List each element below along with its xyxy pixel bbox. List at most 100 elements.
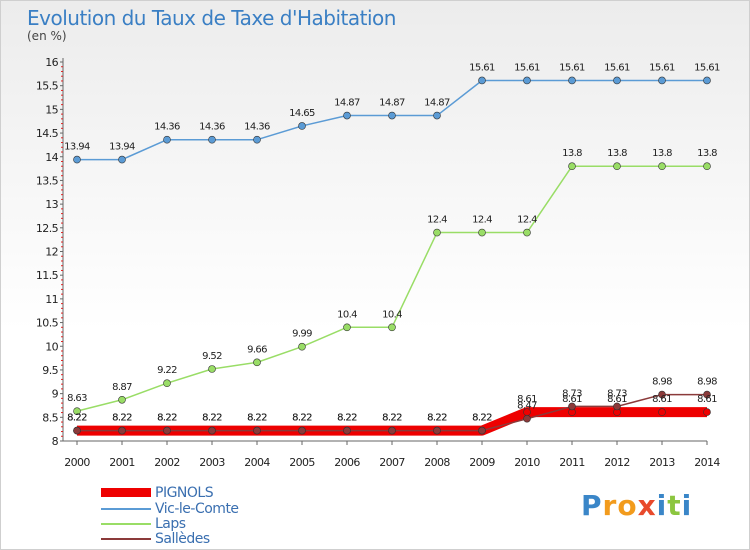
- x-tick-label: 2013: [649, 456, 675, 469]
- data-label-laps: 13.8: [697, 148, 717, 159]
- data-label-vic-le-comte: 13.94: [64, 142, 90, 153]
- x-tick-label: 2000: [64, 456, 90, 469]
- data-label-sall-des: 8.98: [697, 377, 717, 388]
- y-tick-label: 11: [45, 293, 58, 306]
- logo-letter: x: [637, 489, 657, 522]
- data-point-laps: [253, 358, 261, 367]
- data-label-pignols: 8.22: [67, 413, 87, 424]
- y-minor-tick: [61, 75, 63, 77]
- y-minor-tick: [61, 70, 63, 72]
- data-label-pignols: 8.61: [517, 394, 537, 405]
- data-label-laps: 13.8: [607, 148, 627, 159]
- data-label-sall-des: 8.73: [607, 388, 627, 399]
- data-point-sall-des: [613, 402, 621, 411]
- legend-swatch-pignols: [101, 488, 151, 497]
- data-point-pignols: [658, 408, 666, 416]
- y-minor-tick: [61, 284, 63, 286]
- y-tick-label: 15.5: [36, 80, 59, 93]
- data-point-laps: [163, 379, 171, 388]
- y-minor-tick: [61, 255, 63, 257]
- y-minor-tick: [61, 146, 63, 148]
- y-tick-label: 8.5: [42, 411, 58, 424]
- y-minor-tick: [61, 151, 63, 153]
- data-label-sall-des: 8.22: [292, 413, 312, 424]
- y-minor-tick: [61, 269, 63, 271]
- data-label-laps: 9.66: [247, 344, 267, 355]
- y-minor-tick: [61, 288, 63, 290]
- legend-label-laps: Laps: [155, 516, 186, 532]
- y-tick-label: 16: [45, 56, 58, 69]
- y-tick-label: 11.5: [36, 269, 59, 282]
- y-minor-tick: [61, 426, 63, 428]
- y-minor-tick: [61, 326, 63, 328]
- data-point-laps: [388, 323, 396, 332]
- data-label-vic-le-comte: 15.61: [604, 62, 630, 73]
- y-minor-tick: [61, 189, 63, 191]
- logo-letter: i: [681, 489, 693, 522]
- data-label-sall-des: 8.98: [652, 377, 672, 388]
- data-label-vic-le-comte: 14.87: [424, 98, 450, 109]
- y-minor-tick: [61, 412, 63, 414]
- legend-label-salledes: Sallèdes: [155, 531, 210, 547]
- data-point-vic-le-comte: [523, 76, 531, 85]
- data-point-sall-des: [703, 390, 711, 399]
- data-label-pignols: 8.22: [337, 413, 357, 424]
- x-tick-label: 2011: [559, 456, 585, 469]
- data-label-pignols: 8.22: [292, 413, 312, 424]
- data-label-vic-le-comte: 14.36: [199, 122, 225, 133]
- y-minor-tick: [61, 89, 63, 91]
- data-point-laps: [208, 365, 216, 373]
- data-point-vic-le-comte: [343, 111, 351, 120]
- y-minor-tick: [61, 402, 63, 404]
- y-minor-tick: [61, 431, 63, 433]
- y-tick-label: 14.5: [36, 127, 59, 140]
- data-label-sall-des: 8.22: [67, 413, 87, 424]
- chart-title: Evolution du Taux de Taxe d'Habitation: [27, 6, 396, 30]
- y-minor-tick: [61, 184, 63, 186]
- data-label-sall-des: 8.73: [562, 388, 582, 399]
- data-point-pignols: [703, 408, 711, 416]
- data-label-pignols: 8.22: [247, 413, 267, 424]
- y-minor-tick: [61, 265, 63, 267]
- y-minor-tick: [61, 397, 63, 399]
- y-minor-tick: [61, 213, 63, 215]
- data-point-sall-des: [523, 414, 531, 423]
- data-point-sall-des: [73, 426, 81, 435]
- y-minor-tick: [61, 113, 63, 115]
- data-point-vic-le-comte: [253, 135, 261, 144]
- data-label-vic-le-comte: 15.61: [649, 62, 675, 73]
- data-label-sall-des: 8.22: [427, 413, 447, 424]
- data-point-sall-des: [388, 426, 396, 435]
- data-label-sall-des: 8.22: [112, 413, 132, 424]
- x-tick-label: 2008: [424, 456, 450, 469]
- y-minor-tick: [61, 407, 63, 409]
- chart-lines: [73, 76, 711, 436]
- y-tick-label: 12: [45, 246, 58, 259]
- y-minor-tick: [61, 118, 63, 120]
- data-label-laps: 8.63: [67, 393, 87, 404]
- data-label-sall-des: 8.47: [517, 401, 537, 412]
- y-minor-tick: [61, 350, 63, 352]
- data-label-laps: 12.4: [472, 215, 492, 226]
- y-minor-tick: [61, 374, 63, 376]
- legend-label-vic-le-comte: Vic-le-Comte: [155, 501, 239, 517]
- y-tick-label: 13.5: [36, 174, 59, 187]
- y-minor-tick: [61, 279, 63, 281]
- y-minor-tick: [61, 175, 63, 177]
- legend-swatch-salledes: [101, 538, 151, 540]
- data-label-sall-des: 8.22: [382, 413, 402, 424]
- chart-data-labels: 8.63 8.87 9.22 9.52 9.66 9.99 10.4 10.4 12.4 12.4…: [64, 62, 720, 423]
- data-label-sall-des: 8.22: [472, 413, 492, 424]
- y-minor-tick: [61, 312, 63, 314]
- x-tick-label: 2014: [694, 456, 720, 469]
- y-minor-tick: [61, 317, 63, 319]
- data-point-laps: [298, 342, 306, 351]
- data-label-vic-le-comte: 13.94: [109, 142, 135, 153]
- data-label-laps: 9.52: [202, 351, 222, 362]
- data-label-pignols: 8.22: [157, 413, 177, 424]
- data-label-pignols: 8.22: [112, 413, 132, 424]
- proxiti-logo: Proxiti: [581, 489, 692, 522]
- data-point-vic-le-comte: [73, 155, 81, 164]
- data-label-laps: 12.4: [427, 215, 447, 226]
- data-label-pignols: 8.61: [652, 394, 672, 405]
